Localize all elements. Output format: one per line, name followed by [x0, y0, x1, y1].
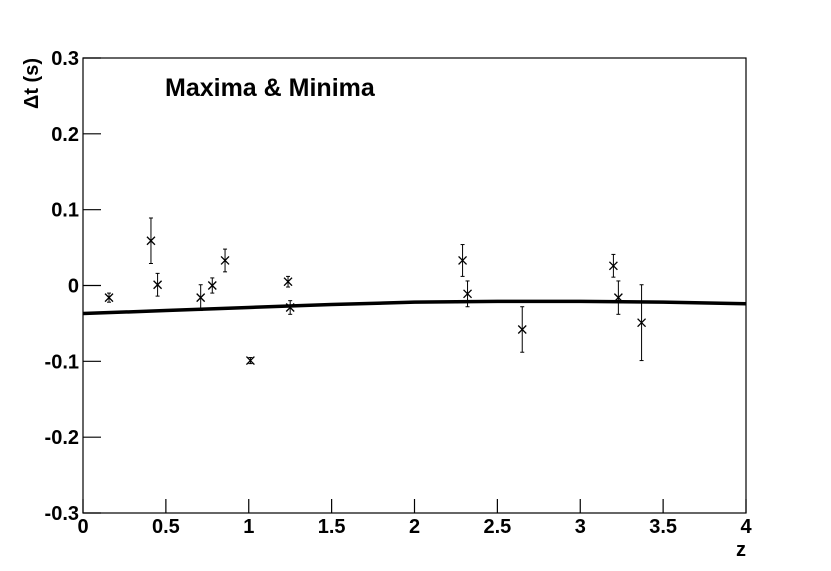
- x-tick-label: 1: [243, 516, 254, 538]
- marker: [245, 356, 255, 366]
- marker: [196, 293, 206, 303]
- marker: [463, 289, 472, 299]
- marker-stroke: [153, 280, 163, 290]
- y-tick-label: -0.1: [45, 351, 79, 373]
- y-tick-label: -0.3: [45, 503, 79, 525]
- marker-stroke: [608, 261, 618, 271]
- marker-stroke: [517, 325, 527, 334]
- marker: [613, 293, 623, 303]
- marker: [104, 293, 114, 303]
- y-tick-label: 0.1: [51, 200, 79, 222]
- y-axis-label: Δt (s): [21, 58, 43, 109]
- x-tick-label: 3.5: [649, 516, 677, 538]
- marker: [207, 281, 217, 290]
- x-tick-label: 1.5: [318, 516, 346, 538]
- marker: [220, 256, 230, 265]
- y-tick-label: -0.2: [45, 427, 79, 449]
- marker-stroke: [245, 356, 255, 366]
- marker-stroke: [458, 256, 468, 265]
- y-tick-label: 0.3: [51, 48, 79, 70]
- marker-stroke: [283, 277, 293, 287]
- y-tick-label: 0: [68, 276, 79, 298]
- marker-stroke: [104, 293, 114, 303]
- x-tick-label: 2: [409, 516, 420, 538]
- x-tick-label: 0: [77, 516, 88, 538]
- marker-stroke: [285, 303, 295, 312]
- x-axis-label: z: [736, 539, 746, 561]
- marker: [153, 280, 163, 290]
- marker: [637, 318, 647, 328]
- x-tick-label: 3: [575, 516, 586, 538]
- marker-stroke: [220, 256, 230, 265]
- y-tick-label: 0.2: [51, 124, 79, 146]
- x-tick-label: 0.5: [152, 516, 180, 538]
- x-tick-label: 4: [740, 516, 752, 538]
- marker: [283, 277, 293, 287]
- fit-line: [82, 299, 747, 316]
- marker: [517, 325, 527, 334]
- chart-title: Maxima & Minima: [165, 74, 376, 102]
- plot-frame: [82, 57, 747, 514]
- marker-stroke: [463, 289, 472, 299]
- marker: [285, 303, 295, 312]
- marker-stroke: [207, 281, 217, 290]
- marker-stroke: [637, 318, 647, 328]
- marker-stroke: [613, 293, 623, 303]
- marker-stroke: [146, 236, 156, 246]
- x-tick-label: 2.5: [483, 516, 511, 538]
- marker: [608, 261, 618, 271]
- marker: [146, 236, 156, 246]
- marker-stroke: [196, 293, 206, 303]
- marker: [458, 256, 468, 265]
